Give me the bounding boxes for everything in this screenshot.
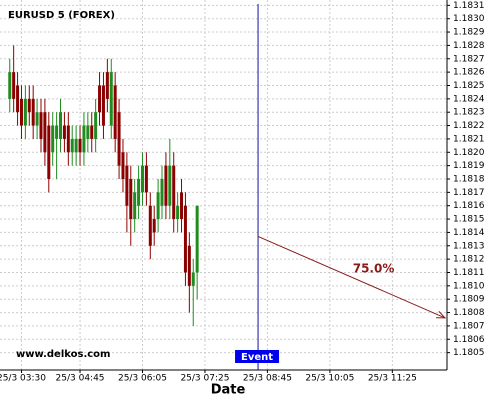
y-tick-label: 1.1806 [453,335,485,345]
candle-body [31,98,35,126]
candle-body [43,112,47,153]
candle-body [35,112,39,126]
candle-body [101,85,105,126]
candle-body [19,98,23,126]
candle-body [172,165,176,220]
event-label: Event [241,352,273,363]
arrow-head [436,311,447,319]
event-label-box [235,350,280,363]
candle-body [70,138,74,153]
y-tick-label: 1.1822 [453,121,485,131]
candle-body [105,72,109,99]
candle-body [140,165,144,193]
candle-body [187,245,191,286]
candle-body [27,98,31,113]
y-tick-label: 1.1807 [453,321,485,331]
candle-body [86,125,90,139]
y-tick-label: 1.1829 [453,28,485,38]
watermark: www.delkos.com [16,349,110,360]
candle-body [121,152,125,179]
projection-arrow [257,235,446,319]
candle-body [39,112,43,139]
candle-body [180,192,184,220]
candle-body [55,125,59,139]
y-tick-label: 1.1823 [453,108,485,118]
candle-body [160,178,164,206]
x-tick-label: 25/3 03:30 [0,374,46,384]
x-tick-label: 25/3 08:45 [243,374,292,384]
y-tick-label: 1.1818 [453,174,485,184]
y-tick-label: 1.1831 [453,1,485,11]
y-tick-label: 1.1824 [453,94,485,104]
candle-body [156,192,160,220]
candle-body [117,112,121,166]
candle-body [191,272,195,286]
candle-body [94,112,98,139]
y-tick-label: 1.1826 [453,68,485,78]
candle-body [148,205,152,246]
chart-title: EURUSD 5 (FOREX) [8,10,115,21]
x-axis-label: Date [211,383,246,398]
candle-body [51,125,55,153]
candle-body [66,125,70,153]
candle-body [82,125,86,153]
y-tick-label: 1.1817 [453,188,485,198]
candle-body [90,125,94,139]
candle-body [109,72,113,126]
y-tick-label: 1.1813 [453,241,485,251]
candle-body [16,85,20,113]
candle-body [129,178,133,220]
x-tick-label: 25/3 07:25 [180,374,229,384]
y-tick-label: 1.1827 [453,54,485,64]
candle-body [164,165,168,206]
candle-body [183,205,187,273]
candle-body [47,125,51,179]
candle-body [144,165,148,193]
candle-body [8,72,12,99]
candle-body [176,205,180,220]
y-tick-label: 1.1821 [453,134,485,144]
y-tick-label: 1.1809 [453,295,485,305]
y-tick-label: 1.1819 [453,161,485,171]
y-tick-label: 1.1812 [453,255,485,265]
candle-body [195,205,199,273]
projection-label: 75.0% [353,262,395,276]
y-tick-label: 1.1820 [453,148,485,158]
candle-body [113,85,117,139]
candle-body [23,98,27,126]
candle-body [62,125,66,139]
x-tick-label: 25/3 06:05 [118,374,167,384]
y-tick-label: 1.1805 [453,348,485,358]
y-tick-label: 1.1810 [453,281,485,291]
candle-body [137,178,141,206]
x-tick-label: 25/3 10:05 [305,374,354,384]
candle-body [133,192,137,220]
candle-body [78,138,82,153]
candle-body [152,219,156,233]
x-tick-label: 25/3 11:25 [368,374,417,384]
y-tick-label: 1.1814 [453,228,485,238]
y-tick-label: 1.1808 [453,308,485,318]
y-tick-label: 1.1816 [453,201,485,211]
candle-body [98,85,102,113]
x-tick-label: 25/3 04:45 [56,374,105,384]
y-tick-label: 1.1815 [453,215,485,225]
candle-body [59,112,63,139]
candle-body [125,165,129,206]
y-tick-label: 1.1828 [453,41,485,51]
candle-body [74,138,78,153]
y-tick-label: 1.1830 [453,14,485,24]
candle-body [12,72,16,99]
candle-body [168,165,172,206]
y-tick-label: 1.1811 [453,268,485,278]
y-tick-label: 1.1825 [453,81,485,91]
